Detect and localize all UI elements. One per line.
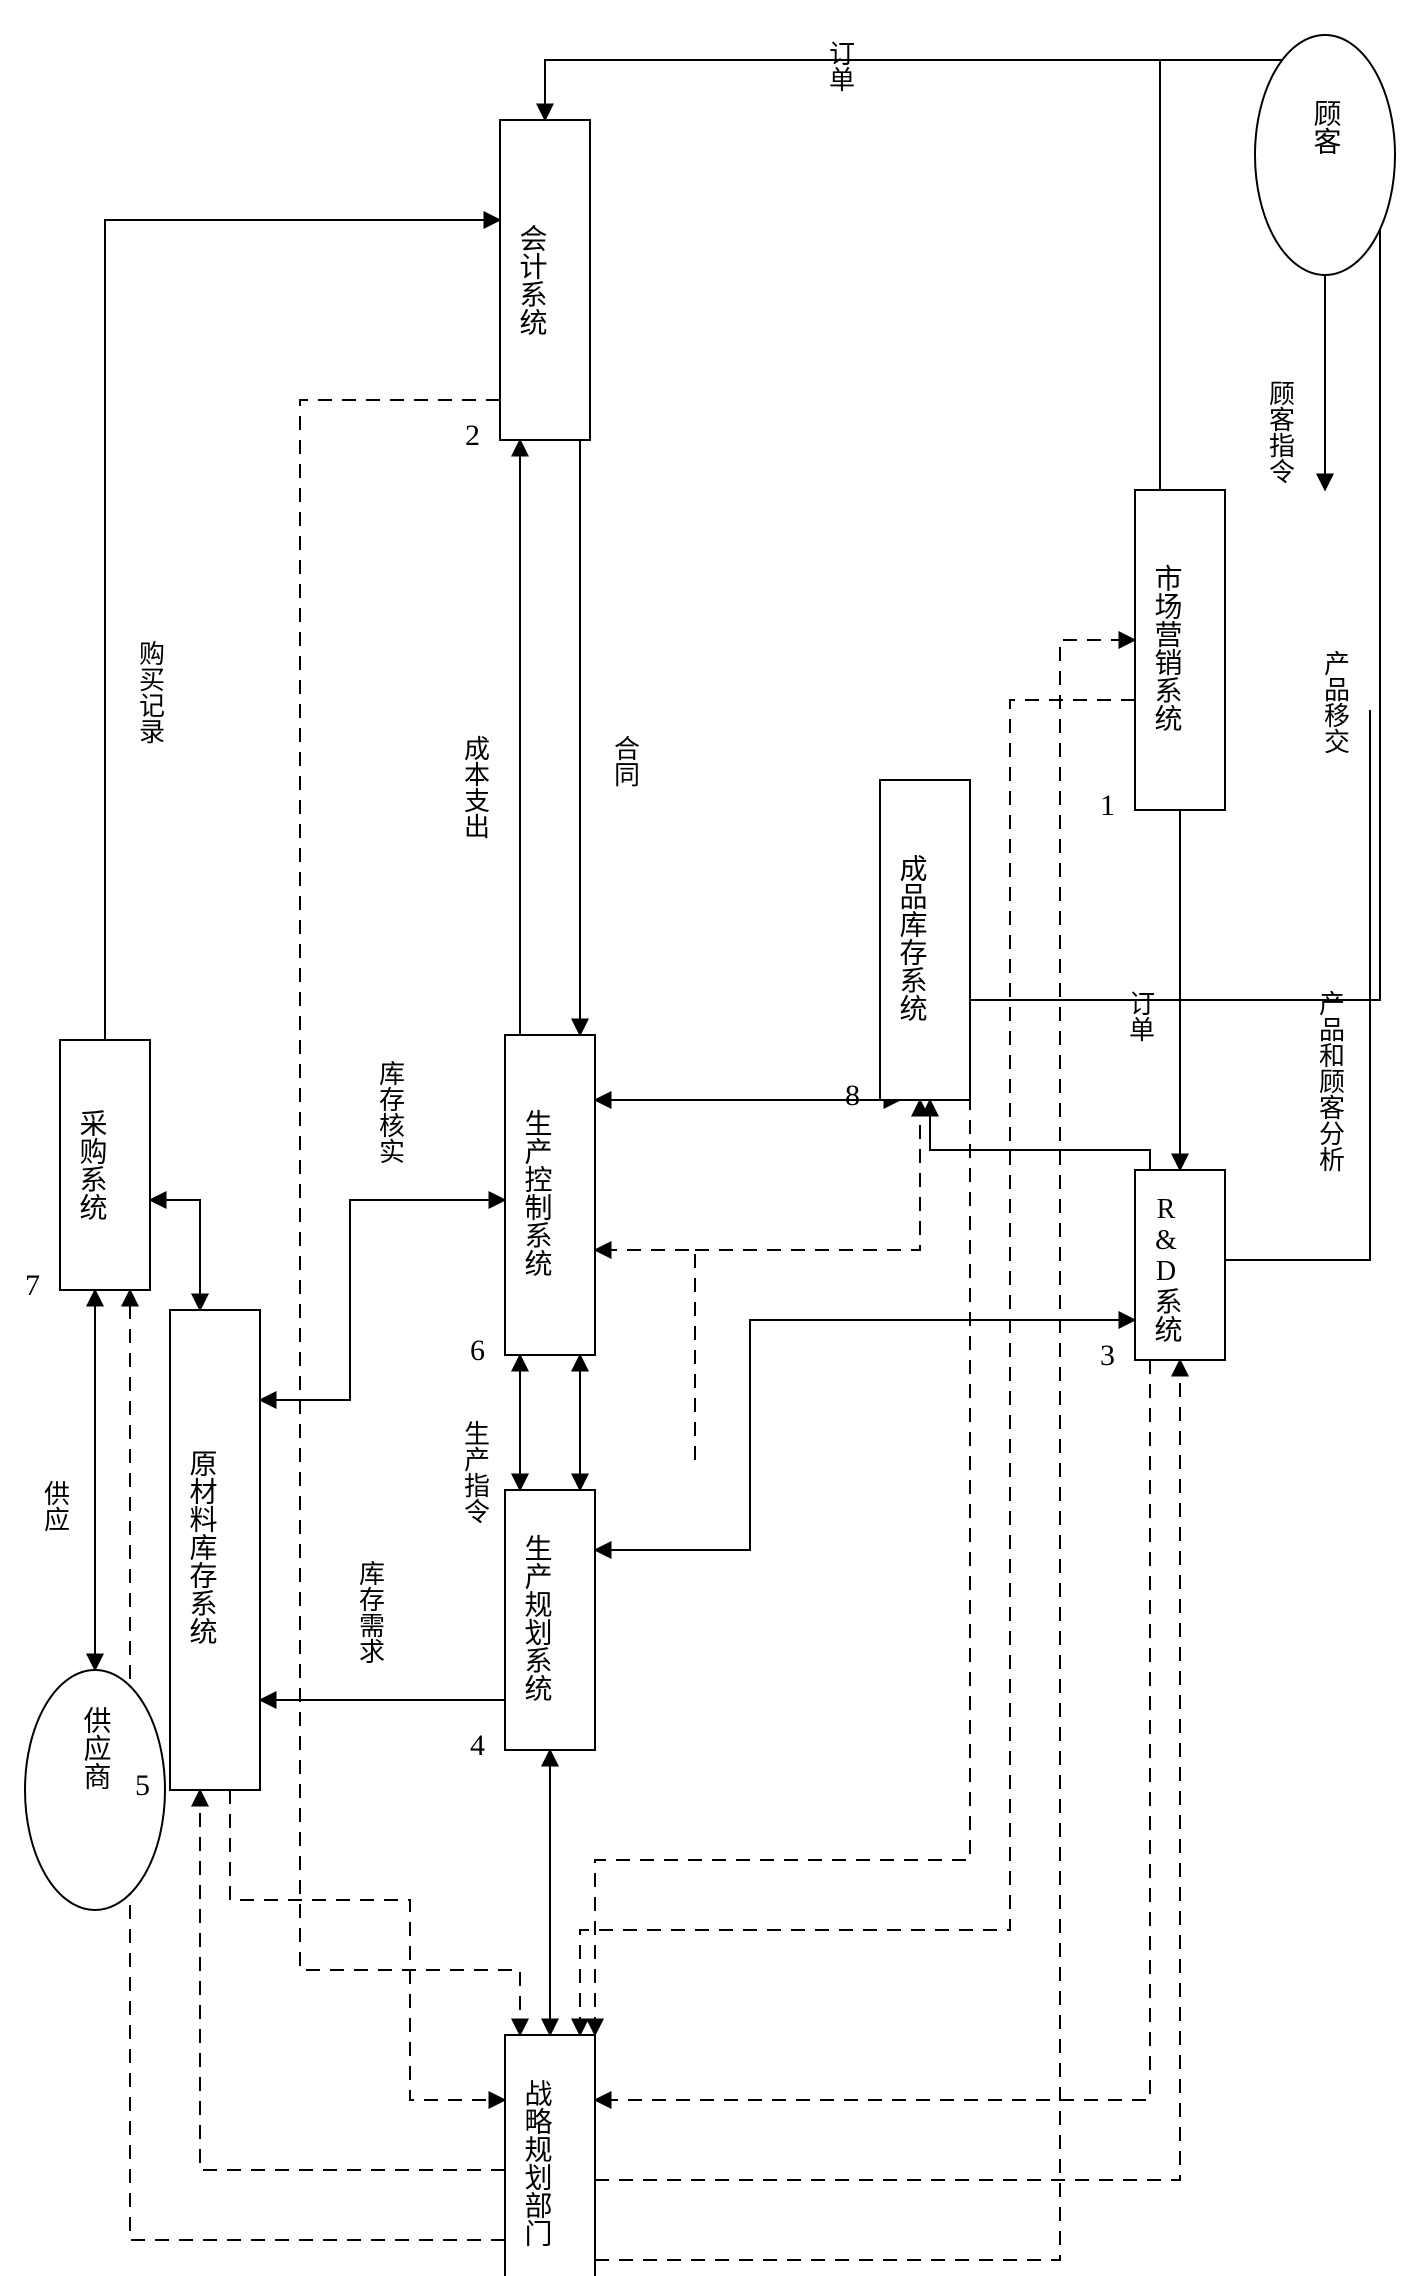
supplier-label: 供应商 [80,1706,112,1790]
strategy-label: 战略规划部门 [521,2079,552,2247]
control-number: 6 [470,1334,485,1367]
control-label: 生产控制系统 [521,1109,553,1277]
edge-d-rd-strat [595,1360,1150,2100]
planning-number: 4 [470,1729,485,1762]
rd-number: 3 [1100,1339,1115,1372]
purchase-label: 采购系统 [76,1109,108,1221]
edge-label-rd-label-out: 产品和顾客分析 [1316,990,1345,1172]
edge-d-ctrl-raw [595,1250,695,1460]
edge-label-mkt-to-acct: 订单 [826,40,855,92]
purchase-number: 7 [25,1269,40,1302]
edge-rd-plan [595,1320,1135,1550]
finished-label: 成品库存系统 [896,854,928,1022]
edge-label-plan-ctrl: 生产指令 [461,1420,490,1524]
raw-label: 原材料库存系统 [186,1449,218,1645]
rd-label: R&D系统 [1151,1194,1183,1343]
edge-rd-fin [930,1100,1150,1170]
edge-raw-ctrl [260,1200,505,1400]
edge-d-strat-raw [200,1790,505,2170]
marketing-number: 1 [1100,789,1115,822]
marketing-label: 市场营销系统 [1151,564,1183,732]
edge-label-pur-to-acct: 购买记录 [136,640,165,744]
edge-label-acct-to-ctrl: 合同 [611,735,640,787]
edge-pur-raw [150,1200,200,1310]
edge-d-raw-strat [230,1790,505,2100]
raw-number: 5 [135,1769,150,1802]
edge-label-cust-to-mkt: 顾客指令 [1266,380,1295,484]
edge-d-mkt-strat [580,700,1135,2035]
edge-d-fin-strat [595,1000,970,2035]
edge-label-raw-ctrl: 库存核实 [376,1060,405,1164]
edge-label-ctrl-to-acct: 成本支出 [461,735,490,839]
planning-label: 生产规划系统 [521,1534,553,1702]
edge-d-strat-mkt [595,640,1135,2260]
edge-label-fin-to-cust: 产品移交 [1321,650,1350,754]
edge-rd-label-out [1225,710,1370,1260]
edge-d-strat-rd [595,1360,1180,2180]
edge-d-acct-strat [300,400,520,2035]
edge-label-plan-raw: 库存需求 [356,1560,385,1664]
customer-label: 顾客 [1310,99,1342,155]
finished-number: 8 [845,1079,860,1112]
customer-node [1255,35,1395,275]
accounting-number: 2 [465,419,480,452]
edge-label-mkt-to-rd: 订单 [1126,990,1155,1042]
accounting-label: 会计系统 [516,224,548,336]
edge-d-ctrl-fin [695,1100,920,1250]
edge-label-sup-pur: 供应 [41,1480,70,1532]
edge-pur-to-acct [105,220,500,1040]
